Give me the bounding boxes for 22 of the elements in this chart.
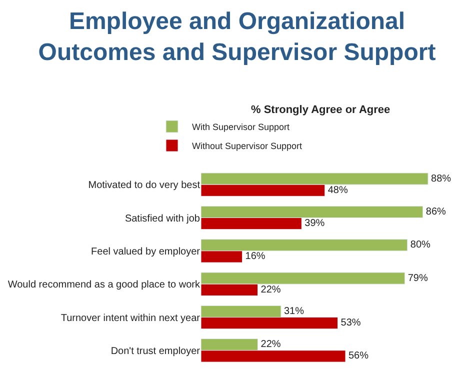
data-label: 22% [260,284,281,296]
data-label: 48% [328,184,348,196]
data-label: 79% [408,272,428,284]
data-label: 53% [340,318,361,329]
data-label: 56% [348,350,369,362]
y-tick-label: Satisfied with job [124,213,200,224]
legend-label: With Supervisor Support [192,122,290,132]
y-tick-label: Would recommend as a good place to work [8,280,201,291]
data-label: 16% [245,251,266,262]
chart-subtitle: % Strongly Agree or Agree [251,104,390,116]
y-tick-label: Feel valued by employer [91,246,201,258]
chart-title: Employee and Organizational Outcomes and Supervisor Support [38,8,436,66]
data-label: 86% [426,206,446,218]
data-label: 22% [260,339,281,350]
data-label: 80% [410,240,431,251]
data-label: 88% [431,173,452,184]
legend-label: Without Supervisor Support [192,141,303,152]
data-label: 31% [284,306,304,317]
y-tick-label: Don't trust employer [110,346,201,357]
y-tick-label: Turnover intent within next year [60,312,201,324]
data-label: 39% [304,218,325,230]
y-tick-label: Motivated to do very best [88,180,200,192]
